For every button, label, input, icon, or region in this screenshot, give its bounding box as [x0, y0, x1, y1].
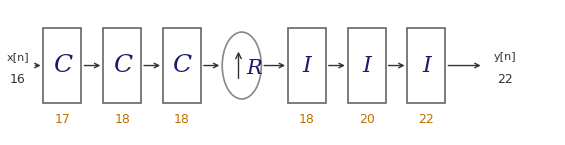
Text: y[n]: y[n] [494, 52, 516, 62]
Text: R: R [246, 59, 262, 78]
Bar [103, 28, 141, 103]
Bar [44, 28, 81, 103]
Text: C: C [172, 54, 192, 77]
Text: 16: 16 [10, 73, 26, 86]
Bar [163, 28, 201, 103]
Text: 20: 20 [359, 113, 375, 126]
Text: 22: 22 [419, 113, 434, 126]
Ellipse shape [222, 32, 261, 99]
Text: 18: 18 [299, 113, 315, 126]
Bar [288, 28, 326, 103]
Text: C: C [112, 54, 132, 77]
Text: I: I [362, 55, 371, 77]
Bar [347, 28, 386, 103]
Bar [407, 28, 445, 103]
Text: 17: 17 [55, 113, 71, 126]
Text: 18: 18 [174, 113, 190, 126]
Text: I: I [422, 55, 431, 77]
Text: 18: 18 [114, 113, 130, 126]
Text: 22: 22 [497, 73, 513, 86]
Text: C: C [53, 54, 72, 77]
Text: I: I [303, 55, 311, 77]
Text: x[n]: x[n] [7, 52, 29, 62]
